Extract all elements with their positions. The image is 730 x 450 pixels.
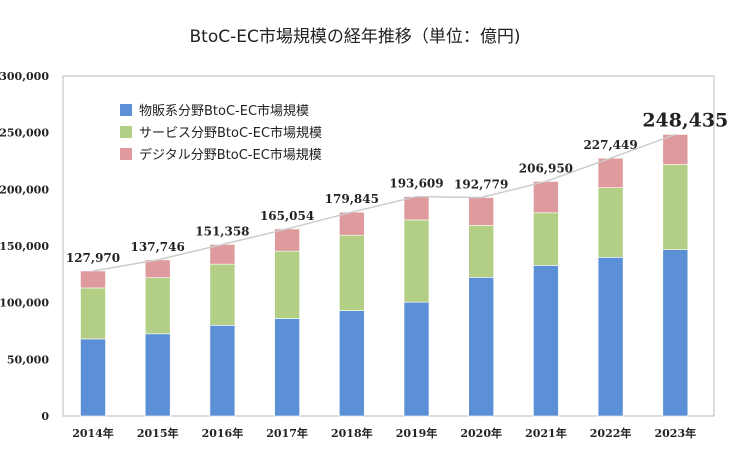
bar-segment-3 [533, 181, 559, 214]
bar-segment-3 [597, 157, 624, 188]
total-label: 127,970 [66, 251, 120, 265]
y-tick-label: 250,000 [0, 127, 49, 140]
y-tick-label: 100,000 [0, 297, 49, 310]
bar-segment-2 [468, 225, 495, 278]
bar-segment-1 [274, 318, 300, 417]
total-label: 193,609 [389, 177, 443, 191]
legend-swatch [120, 126, 132, 138]
legend-swatch [120, 104, 132, 116]
bar-segment-1 [662, 249, 689, 417]
bar-segment-3 [80, 270, 106, 289]
bar-segment-1 [468, 277, 495, 417]
total-label: 137,746 [131, 240, 185, 254]
bar-segment-2 [209, 263, 236, 326]
bar-segment-2 [533, 212, 559, 266]
y-tick-label: 150,000 [0, 240, 49, 253]
bar-segment-3 [338, 211, 365, 236]
bar-segment-2 [403, 219, 430, 303]
bar-segment-2 [144, 277, 171, 335]
bar-segment-1 [209, 325, 236, 417]
legend-swatch [120, 148, 132, 160]
total-label: 179,845 [325, 192, 379, 206]
bar-segment-1 [533, 265, 559, 417]
total-label: 151,358 [195, 224, 249, 238]
x-tick-label: 2014年 [72, 426, 114, 440]
bar-segment-2 [274, 250, 300, 319]
total-label: 165,054 [260, 209, 314, 223]
bar-segment-1 [597, 257, 624, 417]
legend-label: 物販系分野BtoC-EC市場規模 [139, 103, 309, 119]
bar-segment-3 [274, 228, 300, 252]
x-tick-label: 2019年 [396, 426, 438, 440]
bar-segment-1 [338, 310, 365, 417]
x-tick-label: 2015年 [137, 426, 179, 440]
bar-segment-3 [209, 244, 236, 265]
x-tick-label: 2020年 [460, 426, 502, 440]
bar-segment-3 [403, 196, 430, 221]
bar-segment-2 [597, 187, 624, 258]
y-tick-label: 0 [41, 410, 49, 423]
total-label: 227,449 [583, 138, 637, 152]
bar-segment-2 [338, 234, 365, 311]
legend-label: デジタル分野BtoC-EC市場規模 [139, 147, 322, 163]
plot-area [62, 75, 715, 417]
bar-segment-2 [80, 287, 106, 340]
x-tick-label: 2021年 [525, 426, 567, 440]
x-tick-label: 2016年 [202, 426, 244, 440]
bar-segment-3 [144, 259, 171, 279]
chart-title: BtoC-EC市場規模の経年推移（単位：億円) [190, 27, 521, 47]
x-tick-label: 2017年 [266, 426, 308, 440]
x-tick-label: 2022年 [590, 426, 632, 440]
bar-segment-3 [468, 197, 495, 226]
y-tick-label: 300,000 [0, 70, 49, 83]
bar-segment-2 [662, 164, 689, 250]
bar-segment-1 [144, 333, 171, 417]
x-tick-label: 2023年 [654, 426, 696, 440]
total-label: 192,779 [454, 178, 508, 192]
total-label: 206,950 [519, 161, 573, 175]
bar-segment-3 [662, 134, 689, 165]
legend-label: サービス分野BtoC-EC市場規模 [139, 125, 322, 141]
y-tick-label: 50,000 [7, 353, 49, 366]
trend-line [92, 133, 676, 272]
x-tick-label: 2018年 [331, 426, 373, 440]
total-label: 248,435 [642, 109, 728, 131]
bar-segment-1 [80, 338, 106, 417]
bar-segment-1 [403, 301, 430, 417]
y-tick-label: 200,000 [0, 183, 49, 196]
